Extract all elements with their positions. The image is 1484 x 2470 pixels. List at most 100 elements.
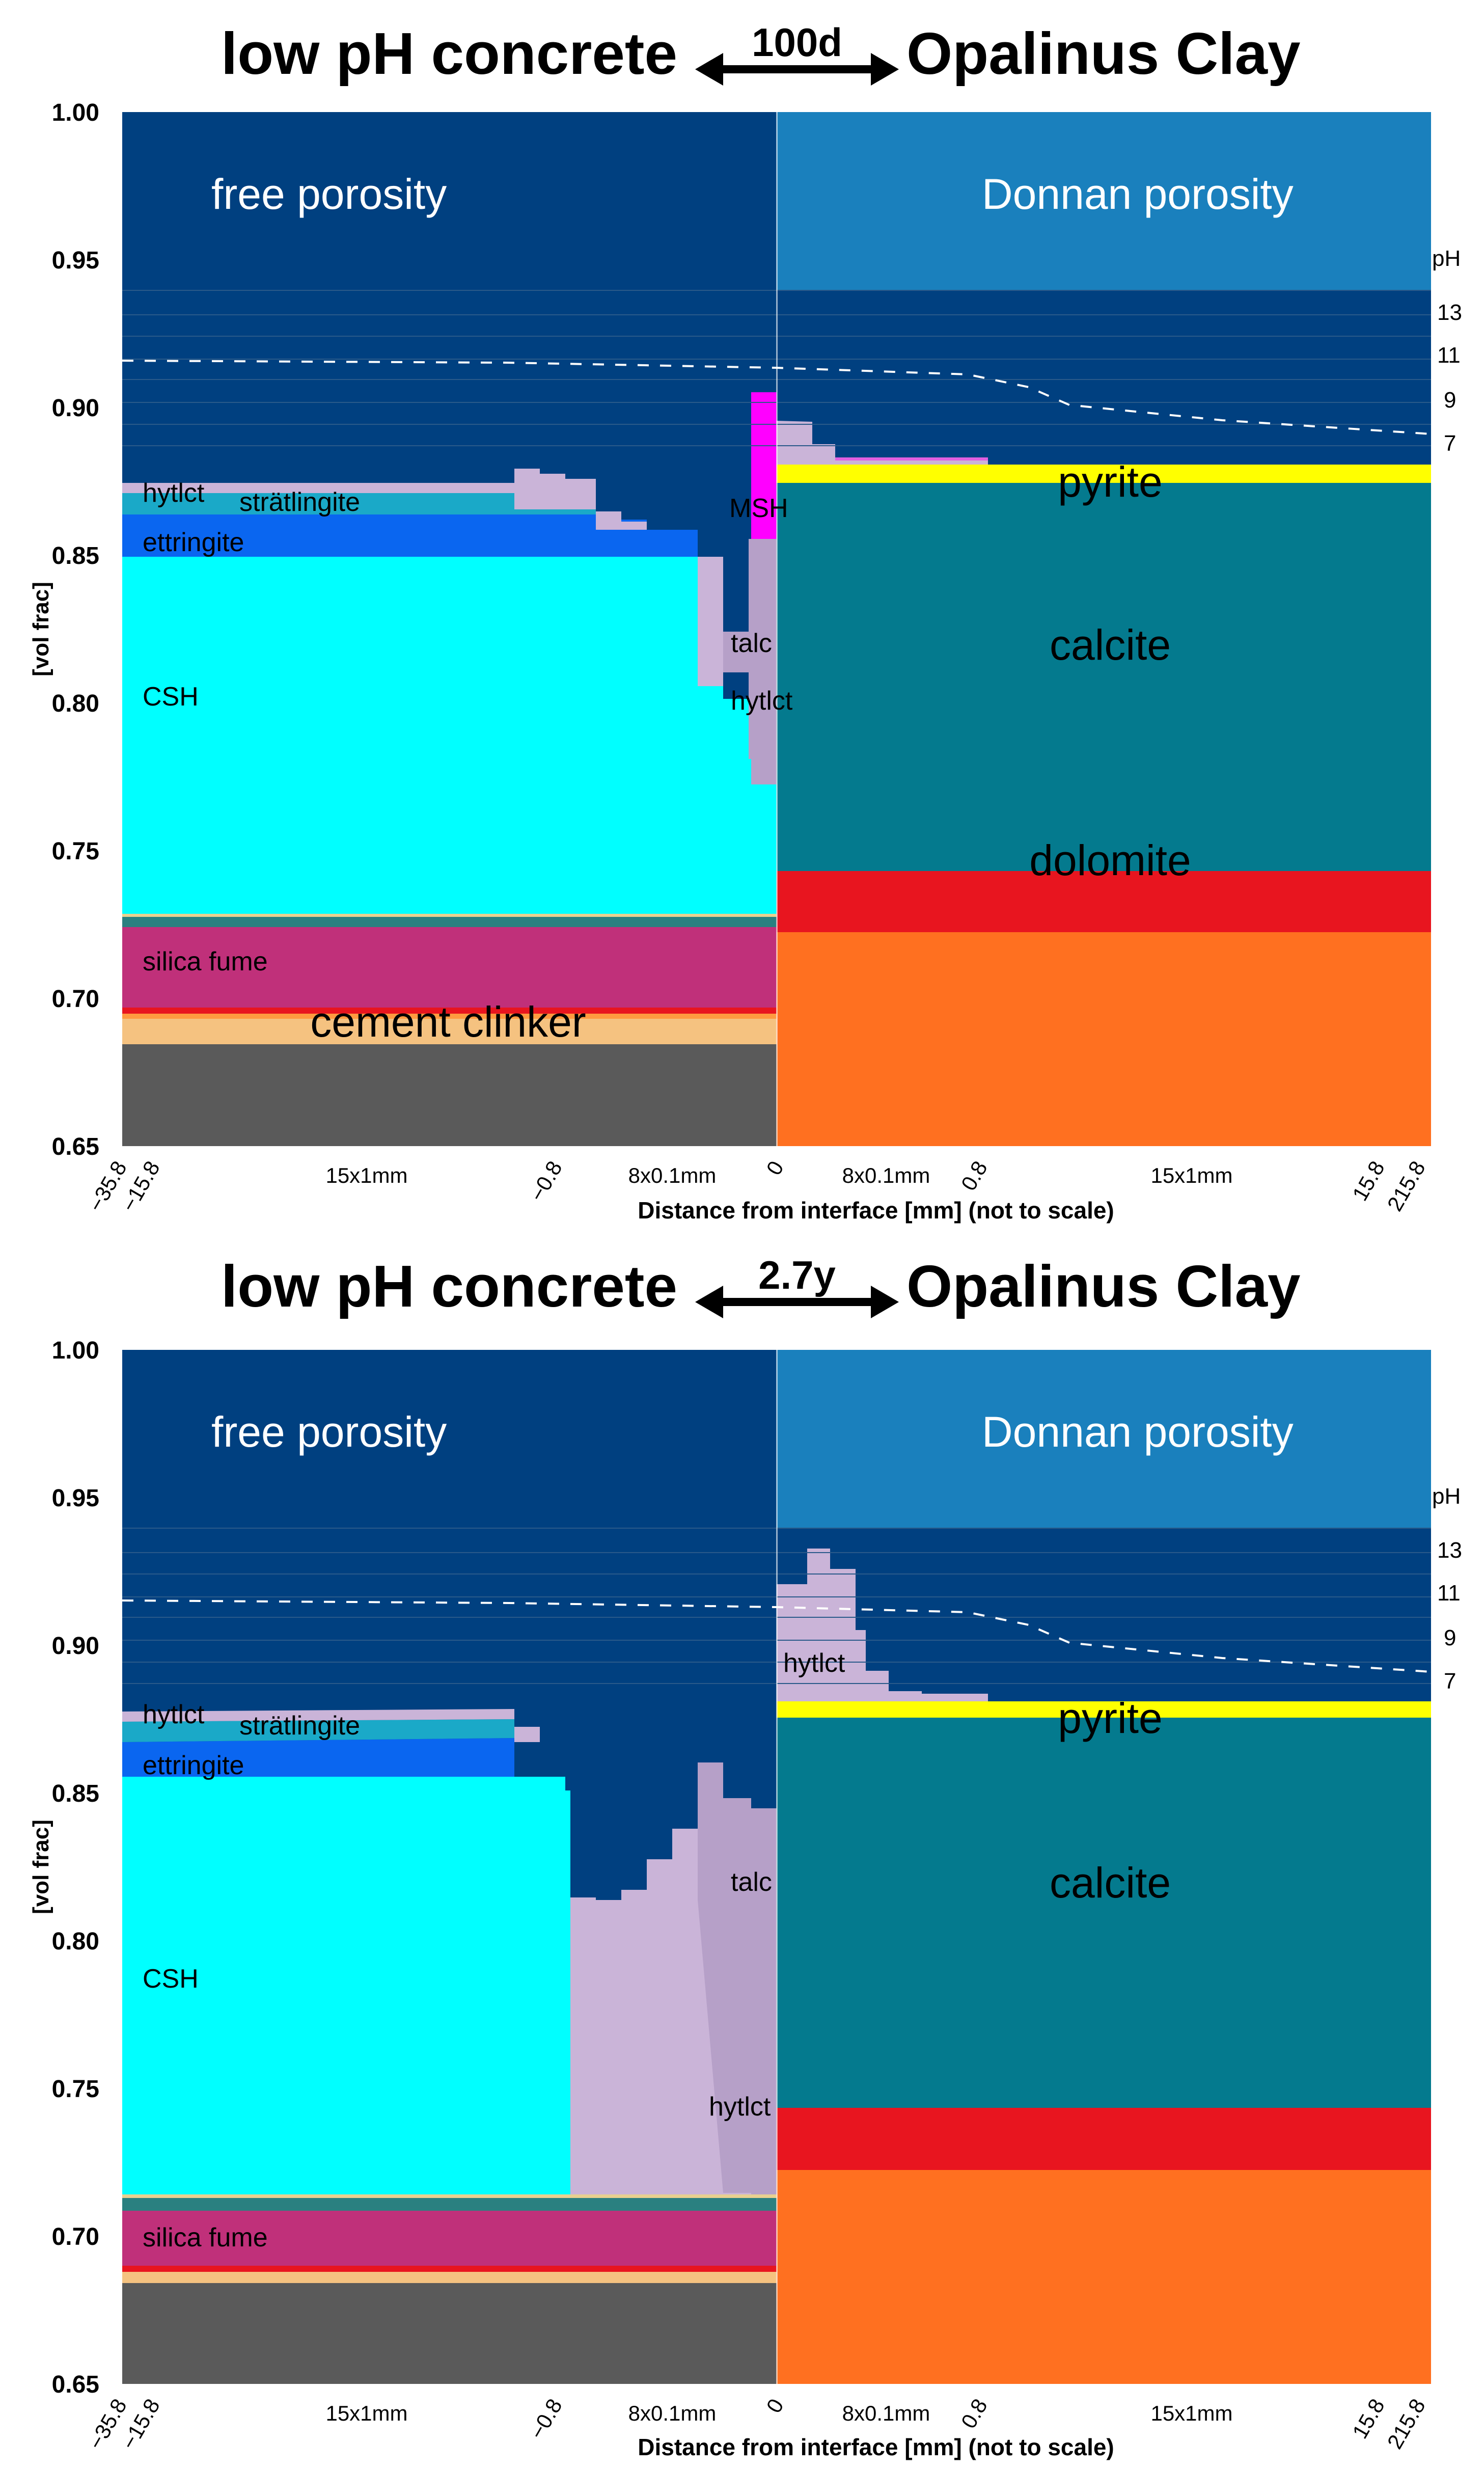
y-tick: 0.90	[52, 1633, 99, 1660]
csh-area	[122, 557, 777, 914]
x-tick: −0.8	[525, 1157, 567, 1205]
x-axis-label: Distance from interface [mm] (not to sca…	[638, 2434, 1114, 2460]
hytlct-clay-pink-line	[835, 457, 988, 460]
x-segment-label: 15x1mm	[1150, 2401, 1232, 2425]
x-axis-label: Distance from interface [mm] (not to sca…	[638, 1197, 1114, 1224]
chart-svg-2-7y: low pH concrete 2.7y Opalinus Clay	[29, 1253, 1462, 2460]
ph-tick: 11	[1437, 1581, 1461, 1606]
label-hytlct: hytlct	[143, 1700, 205, 1729]
chart-svg-100d: low pH concrete 100d Opalinus Clay	[29, 20, 1462, 1224]
y-tick: 1.00	[52, 99, 99, 126]
label-calcite: calcite	[1050, 621, 1171, 669]
talc-area	[723, 539, 777, 784]
label-silica-fume: silica fume	[143, 947, 268, 976]
ph-tick: 7	[1444, 1669, 1456, 1694]
label-free-porosity: free porosity	[211, 1408, 447, 1456]
x-segment-label: 8x0.1mm	[628, 1163, 717, 1187]
x-segment-label: 15x1mm	[325, 2401, 407, 2425]
hytlct-clay-area	[777, 421, 988, 465]
label-hytlct-mid: hytlct	[709, 2092, 771, 2122]
ph-tick: 13	[1437, 300, 1462, 325]
hytlct-mid-area	[698, 540, 723, 686]
chart-panel-2-7y: low pH concrete 2.7y Opalinus Clay	[0, 1233, 1484, 2465]
x-segment-label: 8x0.1mm	[628, 2401, 717, 2425]
title-right: Opalinus Clay	[906, 20, 1301, 87]
ph-tick: 7	[1444, 431, 1456, 456]
silica-teal-line	[122, 2198, 777, 2211]
title-time: 100d	[752, 20, 842, 65]
silica-yellow-line	[122, 914, 777, 917]
clinker-orange-line	[122, 1014, 777, 1019]
title-double-arrow	[695, 53, 899, 86]
inert-area	[122, 1044, 777, 1146]
label-ettringite: ettringite	[143, 528, 244, 557]
ph-axis-title: pH	[1432, 246, 1461, 271]
x-tick: 215.8	[1383, 1157, 1430, 1215]
y-tick: 0.80	[52, 1928, 99, 1955]
label-pyrite: pyrite	[1058, 1694, 1162, 1742]
label-ettringite: ettringite	[143, 1751, 244, 1780]
label-hytlct-mid: hytlct	[731, 686, 793, 716]
x-tick: 0.8	[956, 1157, 992, 1195]
cement-clinker-area	[122, 2272, 777, 2283]
y-tick: 0.85	[52, 1780, 99, 1807]
ettringite-area	[122, 1738, 514, 1777]
ph-line	[122, 360, 1432, 435]
hytlct-clay-area	[777, 1549, 988, 1701]
label-csh: CSH	[143, 682, 199, 712]
y-tick: 0.70	[52, 986, 99, 1013]
y-axis-label: [vol frac]	[29, 582, 53, 676]
ph-axis-title: pH	[1432, 1484, 1461, 1509]
stratlingite-area	[122, 493, 596, 514]
label-calcite: calcite	[1050, 1859, 1171, 1907]
hytlct-cement-area	[122, 1709, 514, 1722]
y-tick: 0.95	[52, 247, 99, 274]
silica-yellow-line	[122, 2194, 777, 2198]
clay-base-area	[777, 2170, 1431, 2384]
x-segment-label: 15x1mm	[325, 1163, 407, 1187]
donnan-porosity-area	[777, 1350, 1431, 1528]
label-talc: talc	[731, 629, 772, 658]
y-tick: 0.90	[52, 395, 99, 422]
label-free-porosity: free porosity	[211, 170, 447, 218]
label-donnan-porosity: Donnan porosity	[982, 1408, 1294, 1456]
title-time: 2.7y	[758, 1253, 836, 1297]
ph-tick: 13	[1437, 1538, 1462, 1563]
plot-area	[122, 1350, 1432, 2384]
y-tick: 0.95	[52, 1485, 99, 1512]
label-stratlingite: strätlingite	[239, 487, 360, 517]
label-hytlct-clay: hytlct	[783, 1648, 845, 1678]
ph-line	[122, 1599, 1432, 1673]
y-tick: 0.80	[52, 690, 99, 717]
hytlct-cement-area	[122, 469, 596, 509]
label-cement-clinker: cement clinker	[310, 998, 586, 1046]
hytlct-cement-step-area	[596, 509, 647, 530]
label-msh: MSH	[729, 494, 788, 523]
label-stratlingite: strätlingite	[239, 1711, 360, 1741]
x-segment-label: 8x0.1mm	[842, 2401, 930, 2425]
calcite-area	[777, 1718, 1431, 2108]
chart-panel-100d: low pH concrete 100d Opalinus Clay	[0, 0, 1484, 1233]
stratlingite-area	[122, 1719, 514, 1742]
silica-fume-area	[122, 927, 777, 1008]
title-left: low pH concrete	[221, 1253, 677, 1319]
y-tick: 0.65	[52, 1133, 99, 1160]
x-tick: 0	[761, 2395, 788, 2417]
interface-line	[776, 112, 778, 1146]
pyrite-area	[777, 1701, 1431, 1718]
ettringite-area	[122, 509, 698, 557]
ph-tick: 9	[1444, 1625, 1456, 1650]
plot-area	[122, 112, 1432, 1146]
x-tick: 0.8	[956, 2395, 992, 2432]
y-tick: 0.75	[52, 838, 99, 865]
y-tick: 1.00	[52, 1337, 99, 1364]
ph-tick: 11	[1437, 343, 1461, 368]
y-tick: 0.70	[52, 2223, 99, 2250]
x-segment-label: 8x0.1mm	[842, 1163, 930, 1187]
x-segment-label: 15x1mm	[1150, 1163, 1232, 1187]
label-talc: talc	[731, 1867, 772, 1897]
ph-tick: 9	[1444, 388, 1456, 413]
title-double-arrow	[695, 1286, 899, 1318]
interface-line	[776, 1350, 778, 2384]
title-right: Opalinus Clay	[906, 1253, 1301, 1319]
